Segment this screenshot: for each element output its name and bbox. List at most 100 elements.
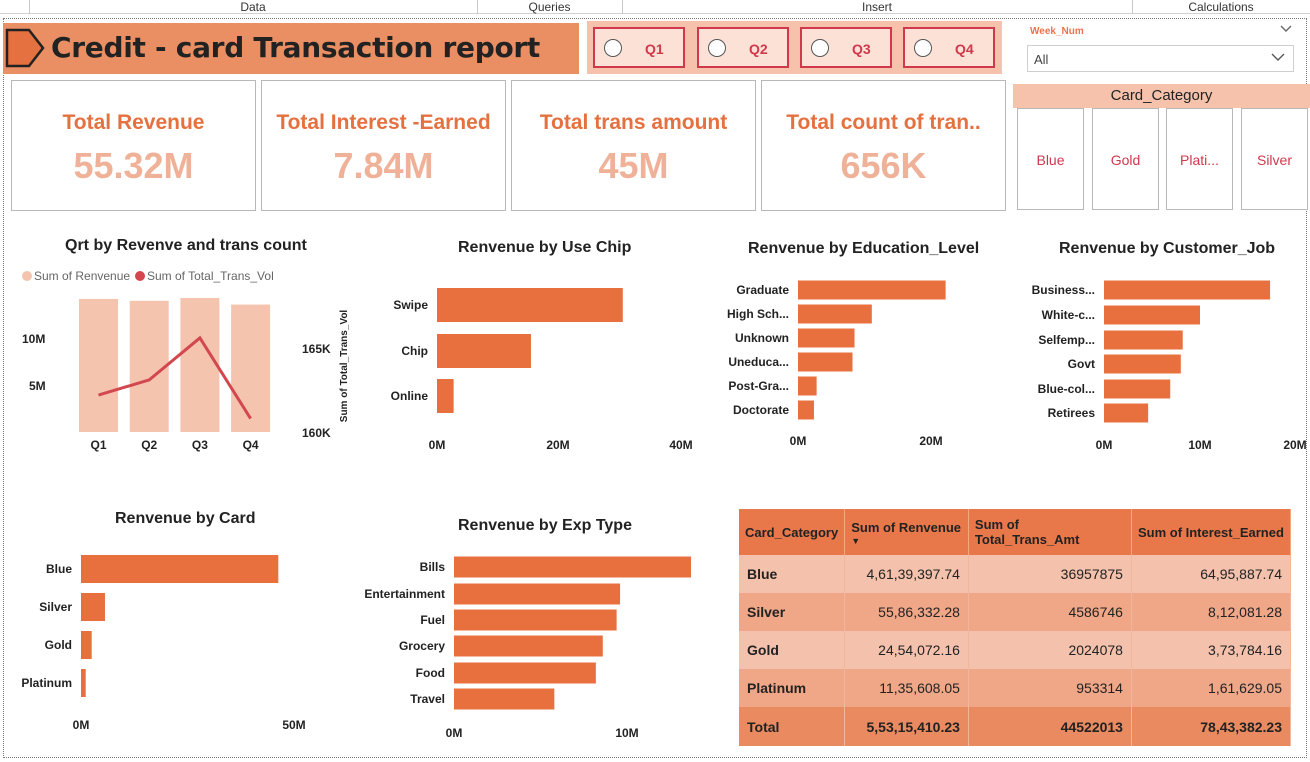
radio-icon[interactable]	[708, 39, 726, 57]
chart-title-use-chip: Renvenue by Use Chip	[458, 239, 632, 256]
card-category-tile-gold[interactable]: Gold	[1092, 108, 1159, 210]
x-tick-label: Q3	[192, 438, 208, 452]
report-canvas	[3, 18, 1307, 758]
week-slicer-dropdown[interactable]: All	[1027, 45, 1294, 72]
table-header[interactable]: Card_Category	[739, 509, 846, 555]
table-cell: 24,54,072.16	[844, 631, 969, 669]
table-row[interactable]: Platinum 11,35,608.05 953314 1,61,629.05	[739, 669, 1292, 707]
table-cell: 36957875	[968, 555, 1132, 593]
table-cell: 64,95,887.74	[1131, 555, 1292, 593]
table-cell: 953314	[968, 669, 1132, 707]
ribbon-divider	[622, 0, 623, 14]
x-tick-label: Q1	[90, 438, 106, 452]
table-cell: 1,61,629.05	[1131, 669, 1292, 707]
title-banner	[3, 23, 579, 74]
x-tick-label: Q4	[243, 438, 259, 452]
ribbon-divider	[29, 0, 30, 14]
y2-axis-title: Sum of Total_Trans_Vol	[339, 310, 350, 423]
table-cell: 4,61,39,397.74	[844, 555, 969, 593]
kpi-total-interest: Total Interest -Earned 7.84M	[261, 80, 506, 211]
quarter-label: Q1	[645, 41, 664, 57]
table-cell: Total	[739, 707, 846, 746]
card-category-tile-platinum[interactable]: Plati...	[1166, 108, 1233, 210]
bar-revenue	[129, 300, 169, 432]
kpi-total-revenue: Total Revenue 55.32M	[11, 80, 256, 211]
ribbon-tab-queries[interactable]: Queries	[528, 0, 571, 14]
y-tick-label: 5M	[29, 379, 46, 393]
kpi-total-count: Total count of tran.. 656K	[761, 80, 1006, 211]
card-category-slicer-title: Card_Category	[1013, 84, 1310, 108]
kpi-label: Total Revenue	[62, 111, 205, 134]
bar-revenue	[79, 298, 118, 432]
kpi-value: 45M	[598, 145, 669, 186]
chart-title-customer-job: Renvenue by Customer_Job	[1059, 240, 1276, 257]
card-category-tile-silver[interactable]: Silver	[1241, 108, 1308, 210]
chevron-down-icon[interactable]	[1271, 50, 1285, 64]
quarter-option-q2[interactable]: Q2	[697, 27, 789, 68]
chart-title-quarter: Qrt by Revenve and trans count	[65, 237, 307, 254]
table-header[interactable]: Sum of Renvenue ▼	[844, 509, 969, 555]
bar-revenue	[180, 298, 220, 432]
chart-title-card: Renvenue by Card	[115, 510, 256, 527]
table-row[interactable]: Blue 4,61,39,397.74 36957875 64,95,887.7…	[739, 555, 1292, 593]
kpi-total-trans-amount: Total trans amount 45M	[511, 80, 756, 211]
table-cell: 78,43,382.23	[1131, 707, 1292, 746]
table-header[interactable]: Sum of Interest_Earned	[1131, 509, 1292, 555]
ribbon-tab-data[interactable]: Data	[240, 0, 266, 14]
radio-icon[interactable]	[604, 39, 622, 57]
table-cell: Gold	[739, 631, 846, 669]
week-slicer-value: All	[1034, 52, 1049, 67]
table-cell: 4586746	[968, 593, 1132, 631]
quarter-option-q1[interactable]: Q1	[593, 27, 685, 68]
ribbon-divider	[477, 0, 478, 14]
y2-tick-label: 165K	[302, 342, 331, 356]
table-row[interactable]: Gold 24,54,072.16 2024078 3,73,784.16	[739, 631, 1292, 669]
kpi-value: 7.84M	[333, 145, 434, 186]
table-cell: 2024078	[968, 631, 1132, 669]
table-cell: 5,53,15,410.23	[844, 707, 969, 746]
radio-icon[interactable]	[811, 39, 829, 57]
kpi-label: Total count of tran..	[786, 111, 981, 134]
kpi-label: Total trans amount	[539, 111, 728, 134]
table-cell: 8,12,081.28	[1131, 593, 1292, 631]
bar-revenue	[231, 304, 271, 432]
table-cell: Platinum	[739, 669, 846, 707]
chevron-down-icon[interactable]	[1280, 24, 1292, 34]
page-title: Credit - card Transaction report	[51, 31, 540, 64]
card-category-table: Card_Category Sum of Renvenue ▼ Sum of To…	[739, 509, 1292, 746]
quarter-option-q4[interactable]: Q4	[903, 27, 995, 68]
table-header[interactable]: Sum of Total_Trans_Amt	[968, 509, 1132, 555]
ribbon-divider	[1132, 0, 1133, 14]
table-total-row: Total 5,53,15,410.23 44522013 78,43,382.…	[739, 707, 1292, 746]
quarter-label: Q3	[852, 41, 871, 57]
legend-marker	[22, 271, 32, 281]
quarter-option-q3[interactable]: Q3	[800, 27, 892, 68]
legend-label: Sum of Renvenue	[34, 269, 130, 283]
ribbon-tabs: Data Queries Insert Calculations	[0, 0, 1310, 14]
y2-tick-label: 160K	[302, 426, 331, 440]
sort-descending-icon[interactable]: ▼	[851, 535, 861, 546]
chart-title-education: Renvenue by Education_Level	[748, 240, 980, 257]
x-tick-label: Q2	[141, 438, 157, 452]
kpi-label: Total Interest -Earned	[276, 111, 491, 134]
table-cell: 11,35,608.05	[844, 669, 969, 707]
ribbon-tab-insert[interactable]: Insert	[861, 0, 892, 14]
quarter-label: Q4	[955, 41, 974, 57]
table-row[interactable]: Silver 55,86,332.28 4586746 8,12,081.28	[739, 593, 1292, 631]
table-cell: Blue	[739, 555, 846, 593]
table-cell: 55,86,332.28	[844, 593, 969, 631]
radio-icon[interactable]	[914, 39, 932, 57]
y-tick-label: 10M	[22, 332, 45, 346]
table-header-row: Card_Category Sum of Renvenue ▼ Sum of To…	[739, 509, 1292, 555]
legend-marker	[135, 271, 145, 281]
week-slicer-title: Week_Num	[1030, 26, 1084, 37]
line-trans-vol	[98, 335, 252, 420]
table-cell: 3,73,784.16	[1131, 631, 1292, 669]
chart-title-exp-type: Renvenue by Exp Type	[458, 517, 632, 534]
ribbon-tab-calculations[interactable]: Calculations	[1188, 0, 1254, 14]
legend-label: Sum of Total_Trans_Vol	[147, 269, 274, 283]
table-cell: 44522013	[968, 707, 1132, 746]
card-category-tile-blue[interactable]: Blue	[1017, 108, 1084, 210]
table-cell: Silver	[739, 593, 846, 631]
